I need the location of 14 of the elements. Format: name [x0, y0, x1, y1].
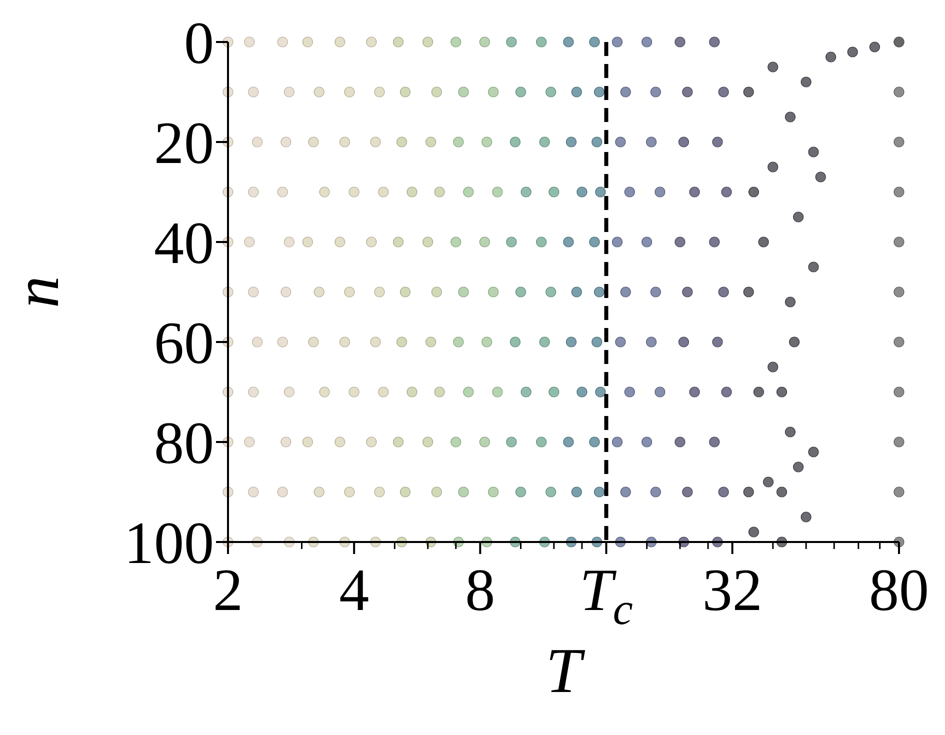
- y-tick-label: 100: [124, 510, 214, 576]
- y-tick-label: 40: [154, 210, 214, 276]
- y-tick-label: 60: [154, 310, 214, 376]
- x-axis-title: T: [546, 635, 586, 706]
- x-tick-label: 4: [339, 557, 370, 623]
- x-tick-label: T$_{c}$: [580, 557, 633, 634]
- y-tick-label: 80: [154, 410, 214, 476]
- y-tick-label: 0: [184, 10, 214, 76]
- x-tick-label: 32: [702, 557, 762, 623]
- x-tick-label: 2: [213, 557, 243, 623]
- y-tick-label: 20: [154, 110, 214, 176]
- y-axis-title: n: [1, 276, 72, 308]
- x-tick-label: 8: [465, 557, 496, 623]
- x-tick-label: 80: [869, 557, 929, 623]
